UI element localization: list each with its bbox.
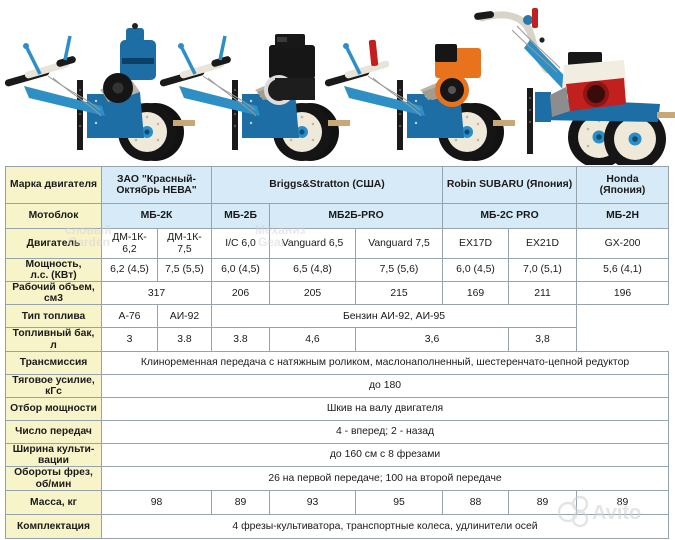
svg-text:Avito: Avito: [592, 502, 641, 524]
